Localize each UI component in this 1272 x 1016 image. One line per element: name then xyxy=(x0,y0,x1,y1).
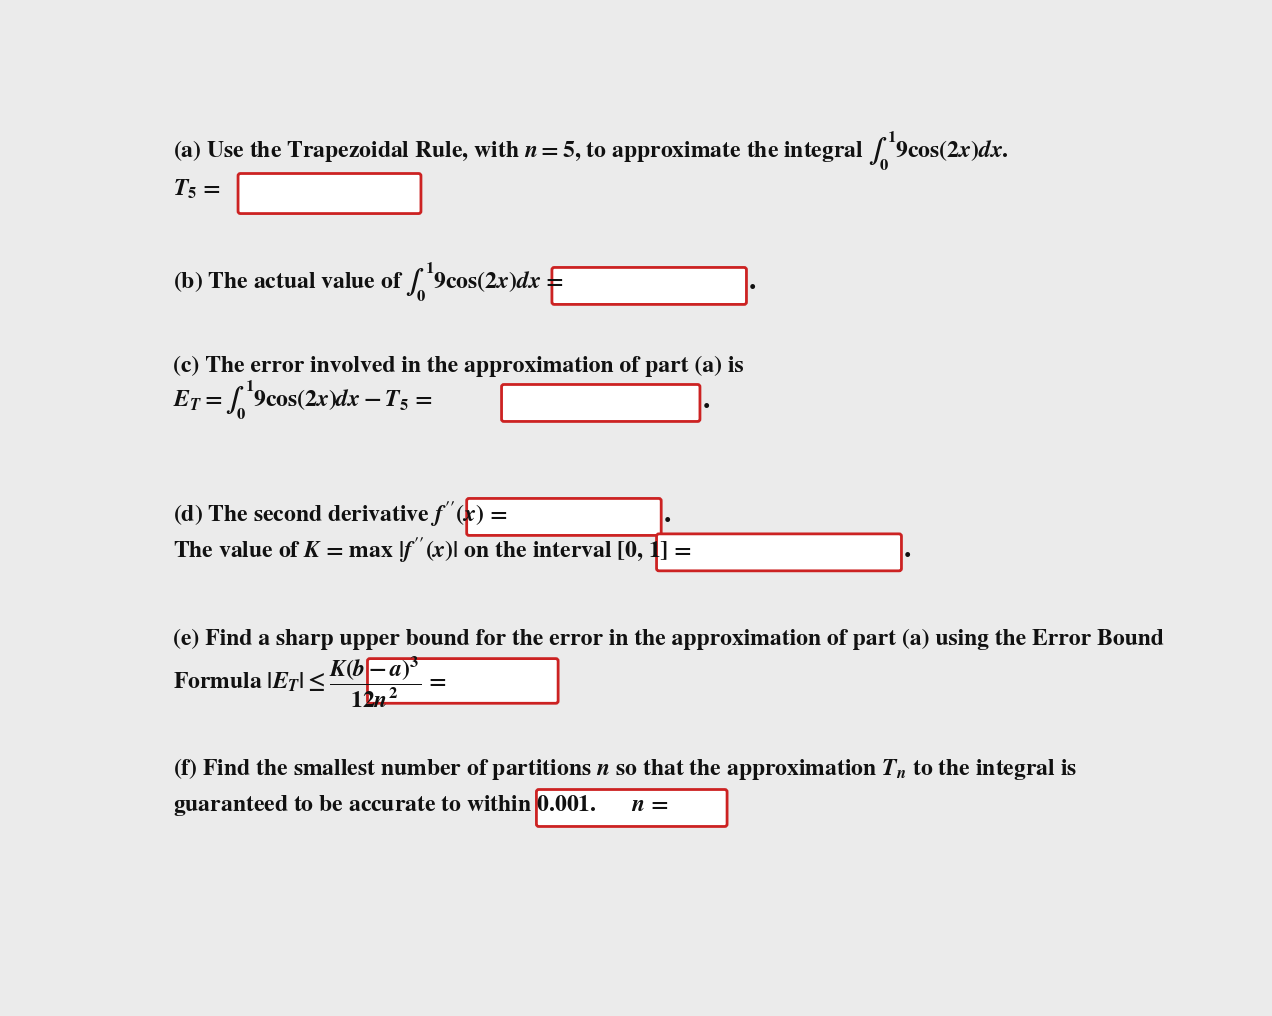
FancyBboxPatch shape xyxy=(552,267,747,305)
FancyBboxPatch shape xyxy=(537,789,728,826)
FancyBboxPatch shape xyxy=(501,384,700,422)
Text: .: . xyxy=(904,537,911,563)
FancyBboxPatch shape xyxy=(238,174,421,213)
Text: (d) The second derivative $f''(x)$ =: (d) The second derivative $f''(x)$ = xyxy=(173,500,508,529)
Text: $E_T = \int_0^1 9 \cos(2x)dx - T_5$ =: $E_T = \int_0^1 9 \cos(2x)dx - T_5$ = xyxy=(173,379,432,423)
Text: (c) The error involved in the approximation of part (a) is: (c) The error involved in the approximat… xyxy=(173,357,744,377)
Text: The value of $K$ = max $|f''(x)|$ on the interval [0, 1] =: The value of $K$ = max $|f''(x)|$ on the… xyxy=(173,535,692,565)
Text: $T_5$ =: $T_5$ = xyxy=(173,178,221,201)
Text: (a) Use the Trapezoidal Rule, with $n = 5$, to approximate the integral $\int_0^: (a) Use the Trapezoidal Rule, with $n = … xyxy=(173,130,1009,173)
Text: (e) Find a sharp upper bound for the error in the approximation of part (a) usin: (e) Find a sharp upper bound for the err… xyxy=(173,629,1164,650)
Text: .: . xyxy=(702,388,710,414)
FancyBboxPatch shape xyxy=(467,499,661,535)
Text: .: . xyxy=(664,502,670,527)
FancyBboxPatch shape xyxy=(368,658,558,703)
Text: (b) The actual value of $\int_0^1 9 \cos(2x)dx$ =: (b) The actual value of $\int_0^1 9 \cos… xyxy=(173,260,563,304)
Text: (f) Find the smallest number of partitions $n$ so that the approximation $T_n$ t: (f) Find the smallest number of partitio… xyxy=(173,756,1077,781)
Text: .: . xyxy=(749,269,756,295)
Text: guaranteed to be accurate to within 0.001.      $n$ =: guaranteed to be accurate to within 0.00… xyxy=(173,793,668,818)
Text: Formula $|E_T| \leq \dfrac{K(b-a)^3}{12n^2}$ =: Formula $|E_T| \leq \dfrac{K(b-a)^3}{12n… xyxy=(173,654,446,710)
FancyBboxPatch shape xyxy=(656,533,902,571)
